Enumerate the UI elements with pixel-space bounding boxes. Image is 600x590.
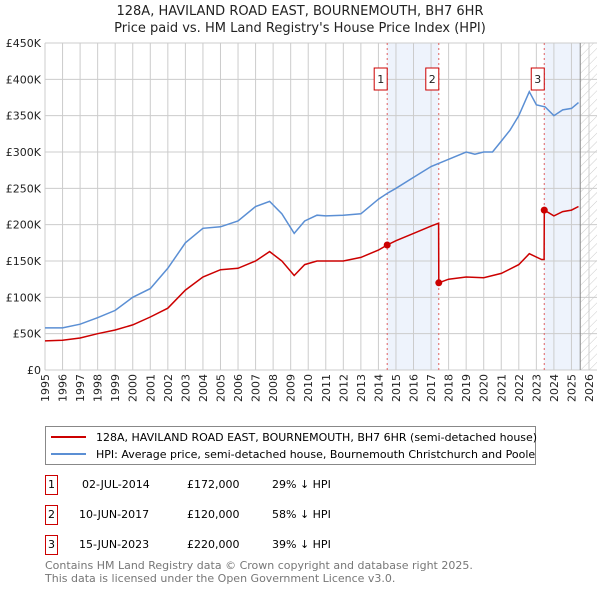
x-tick-label: 2026 xyxy=(583,374,596,402)
x-tick-label: 1996 xyxy=(57,374,70,402)
x-tick-label: 2007 xyxy=(250,374,263,402)
sale-price: £172,000 xyxy=(187,478,240,491)
y-tick-label: £200K xyxy=(6,219,42,232)
sale-label: 3 xyxy=(534,73,541,86)
x-tick-label: 2018 xyxy=(443,374,456,402)
x-tick-label: 2025 xyxy=(565,374,578,402)
x-tick-label: 1995 xyxy=(39,374,52,402)
x-tick-label: 2008 xyxy=(267,374,280,402)
y-tick-label: £450K xyxy=(6,37,42,50)
x-tick-label: 2013 xyxy=(355,374,368,402)
chart-subtitle: Price paid vs. HM Land Registry's House … xyxy=(114,21,486,36)
x-tick-label: 2021 xyxy=(495,374,508,402)
sale-hpi-delta: 29% ↓ HPI xyxy=(272,478,331,491)
sale-marker-number: 1 xyxy=(45,475,58,495)
sale-hpi-delta: 58% ↓ HPI xyxy=(272,508,331,521)
x-tick-label: 2015 xyxy=(390,374,403,402)
x-tick-label: 2023 xyxy=(530,374,543,402)
x-tick-label: 2003 xyxy=(179,374,192,402)
sale-row: 3 15-JUN-2023 £220,000 39% ↓ HPI xyxy=(45,535,445,555)
ownership-shade xyxy=(544,43,581,370)
x-tick-label: 2002 xyxy=(162,374,175,402)
legend: 128A, HAVILAND ROAD EAST, BOURNEMOUTH, B… xyxy=(45,426,537,465)
sale-price: £120,000 xyxy=(187,508,240,521)
x-tick-label: 2024 xyxy=(548,374,561,402)
sale-label-box xyxy=(373,67,388,91)
sale-date: 15-JUN-2023 xyxy=(79,538,150,551)
sale-row: 1 02-JUL-2014 £172,000 29% ↓ HPI xyxy=(45,475,445,495)
y-tick-label: £250K xyxy=(6,182,42,195)
x-tick-label: 2011 xyxy=(320,374,333,402)
x-tick-label: 2016 xyxy=(408,374,421,402)
legend-item-property: 128A, HAVILAND ROAD EAST, BOURNEMOUTH, B… xyxy=(46,429,537,445)
legend-label: 128A, HAVILAND ROAD EAST, BOURNEMOUTH, B… xyxy=(96,430,538,444)
y-tick-label: £350K xyxy=(6,110,42,123)
y-tick-label: £300K xyxy=(6,146,42,159)
legend-swatch xyxy=(51,436,86,438)
sale-date: 02-JUL-2014 xyxy=(82,478,150,491)
x-tick-label: 2020 xyxy=(478,374,491,402)
sale-label: 1 xyxy=(377,73,384,86)
x-tick-label: 1998 xyxy=(92,374,105,402)
x-tick-label: 2000 xyxy=(127,374,140,402)
x-tick-label: 2010 xyxy=(302,374,315,402)
x-tick-label: 2012 xyxy=(337,374,350,402)
sale-label-box xyxy=(425,67,440,91)
chart-title: 128A, HAVILAND ROAD EAST, BOURNEMOUTH, B… xyxy=(116,4,484,19)
x-tick-label: 2005 xyxy=(214,374,227,402)
sale-hpi-delta: 39% ↓ HPI xyxy=(272,538,331,551)
legend-label: HPI: Average price, semi-detached house,… xyxy=(96,447,536,461)
y-tick-label: £400K xyxy=(6,73,42,86)
sale-point xyxy=(540,206,548,214)
x-tick-label: 2009 xyxy=(285,374,298,402)
sale-date: 10-JUN-2017 xyxy=(79,508,150,521)
y-tick-label: £50K xyxy=(13,328,42,341)
x-tick-label: 1999 xyxy=(109,374,122,402)
y-tick-label: £150K xyxy=(6,255,42,268)
footer-copyright: Contains HM Land Registry data © Crown c… xyxy=(45,559,473,572)
sale-marker-number: 2 xyxy=(45,505,58,525)
x-tick-label: 2014 xyxy=(372,374,385,402)
legend-swatch xyxy=(51,453,86,455)
legend-item-hpi: HPI: Average price, semi-detached house,… xyxy=(46,446,535,462)
sale-row: 2 10-JUN-2017 £120,000 58% ↓ HPI xyxy=(45,505,445,525)
hpi-line xyxy=(45,89,579,329)
x-tick-label: 2004 xyxy=(197,374,210,402)
footer-licence: This data is licensed under the Open Gov… xyxy=(45,572,396,585)
x-tick-label: 2006 xyxy=(232,374,245,402)
y-tick-label: £100K xyxy=(6,291,42,304)
chart-plot: 1995 1996 1997 1998 1999 2000 2001 2002 2003 2004… xyxy=(6,37,597,402)
x-tick-label: 2001 xyxy=(144,374,157,402)
sale-label: 2 xyxy=(429,73,436,86)
sale-price: £220,000 xyxy=(187,538,240,551)
sale-point xyxy=(383,241,391,249)
sale-point xyxy=(435,279,443,287)
property-price-line xyxy=(44,205,579,342)
x-tick-label: 2019 xyxy=(460,374,473,402)
sale-marker-number: 3 xyxy=(45,535,58,555)
x-tick-label: 1997 xyxy=(74,374,87,402)
x-tick-label: 2017 xyxy=(425,374,438,402)
y-tick-label: £0 xyxy=(27,364,41,377)
sale-label-box xyxy=(530,67,545,91)
x-tick-label: 2022 xyxy=(513,374,526,402)
